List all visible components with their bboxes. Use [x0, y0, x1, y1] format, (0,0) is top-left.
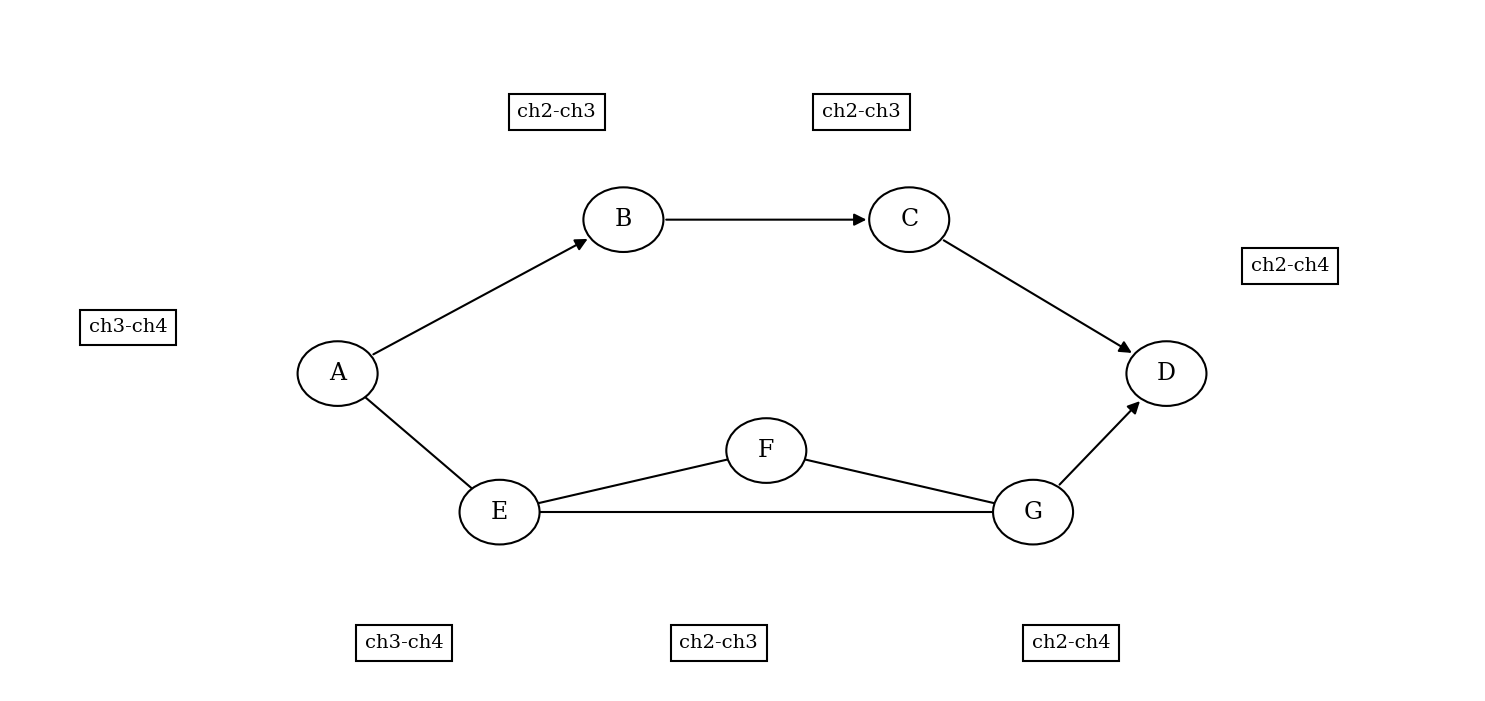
- Circle shape: [993, 479, 1074, 545]
- Text: A: A: [330, 362, 346, 385]
- Circle shape: [1127, 341, 1206, 406]
- Text: ch2-ch3: ch2-ch3: [517, 103, 595, 121]
- Text: ch2-ch4: ch2-ch4: [1250, 257, 1329, 275]
- Text: G: G: [1023, 501, 1042, 524]
- Text: ch3-ch4: ch3-ch4: [89, 318, 168, 336]
- Circle shape: [726, 418, 806, 483]
- Circle shape: [297, 341, 377, 406]
- Text: ch3-ch4: ch3-ch4: [365, 634, 444, 652]
- Circle shape: [459, 479, 539, 545]
- Text: ch2-ch3: ch2-ch3: [823, 103, 901, 121]
- Text: ch2-ch3: ch2-ch3: [679, 634, 757, 652]
- Circle shape: [584, 187, 664, 252]
- Text: E: E: [492, 501, 508, 524]
- Text: ch2-ch4: ch2-ch4: [1032, 634, 1111, 652]
- Text: F: F: [759, 439, 775, 462]
- Text: B: B: [615, 208, 633, 231]
- Text: C: C: [900, 208, 918, 231]
- Circle shape: [869, 187, 949, 252]
- Text: D: D: [1157, 362, 1176, 385]
